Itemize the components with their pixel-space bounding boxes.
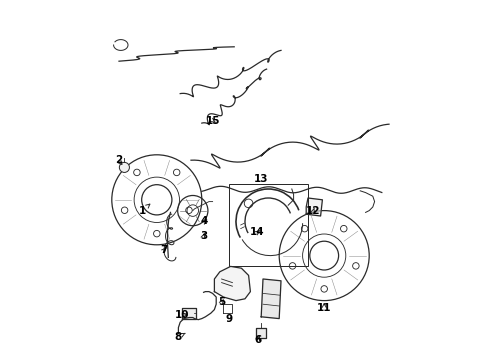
Text: 13: 13 [254, 174, 269, 184]
Circle shape [186, 207, 192, 213]
Polygon shape [256, 328, 266, 338]
Text: 4: 4 [201, 216, 208, 226]
Circle shape [153, 230, 160, 237]
Circle shape [173, 169, 180, 176]
Text: 6: 6 [254, 335, 261, 345]
Text: 15: 15 [205, 116, 220, 126]
Text: 10: 10 [175, 310, 189, 320]
Polygon shape [306, 198, 322, 216]
Polygon shape [261, 279, 281, 319]
Text: 7: 7 [160, 245, 168, 255]
Text: 5: 5 [218, 297, 225, 307]
Circle shape [134, 169, 140, 176]
Text: 2: 2 [115, 155, 122, 165]
Text: 1: 1 [139, 204, 150, 216]
Circle shape [120, 162, 129, 172]
Bar [229, 184, 308, 266]
Text: 8: 8 [175, 332, 185, 342]
Polygon shape [182, 308, 196, 319]
Circle shape [321, 286, 327, 292]
Text: 9: 9 [225, 314, 232, 324]
Circle shape [341, 225, 347, 232]
Text: 3: 3 [200, 231, 207, 241]
Circle shape [353, 263, 359, 269]
Circle shape [301, 225, 308, 232]
Text: 14: 14 [250, 227, 265, 237]
Circle shape [289, 263, 296, 269]
Text: 11: 11 [317, 303, 331, 313]
Polygon shape [215, 266, 250, 301]
Circle shape [122, 207, 128, 213]
Text: 12: 12 [306, 206, 320, 216]
